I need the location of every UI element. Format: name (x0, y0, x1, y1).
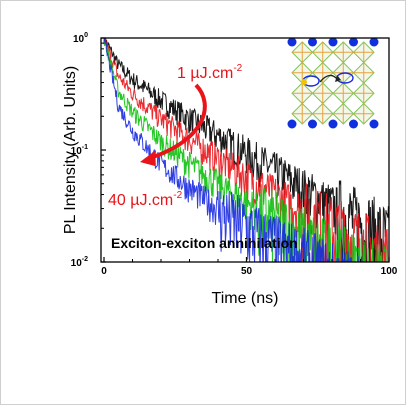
bottom-cation-dot (287, 119, 297, 129)
low-fluence-label: 1 µJ.cm-2 (177, 63, 243, 82)
bottom-cation-dot (308, 119, 317, 129)
y-axis-title: PL Intensity (Arb. Units) (62, 66, 79, 234)
top-cation-dot (287, 37, 297, 47)
fluence-arrowhead-icon (140, 150, 156, 166)
x-tick-label: 100 (381, 266, 398, 277)
series-trace-1 (103, 38, 389, 262)
high-fluence-label: 40 µJ.cm-2 (108, 190, 183, 209)
bottom-cation-dot (369, 119, 379, 129)
y-tick-label: 10-2 (71, 256, 88, 269)
bottom-cation-dot (349, 119, 358, 129)
tick-layer: 0 50 100 100 10-1 10-2 (71, 32, 398, 277)
bottom-cation-dot (328, 119, 338, 129)
transfer-arrowhead-icon (335, 75, 341, 82)
top-cation-dot (308, 37, 317, 47)
y-tick-label: 10-1 (71, 144, 88, 157)
x-tick-label: 0 (101, 266, 107, 277)
fluence-arrow-icon (149, 83, 207, 160)
annihilation-caption: Exciton-exciton annihilation (111, 235, 298, 251)
x-axis-title: Time (ns) (212, 290, 279, 307)
crystal-lattice-inset (287, 37, 379, 129)
top-cation-dot (328, 37, 338, 47)
series-trace-2 (103, 38, 387, 262)
y-tick-label: 100 (73, 32, 88, 45)
x-tick-label: 50 (241, 266, 253, 277)
top-cation-dot (369, 37, 379, 47)
energy-spark-icon (301, 79, 307, 85)
top-cation-dot (349, 37, 358, 47)
